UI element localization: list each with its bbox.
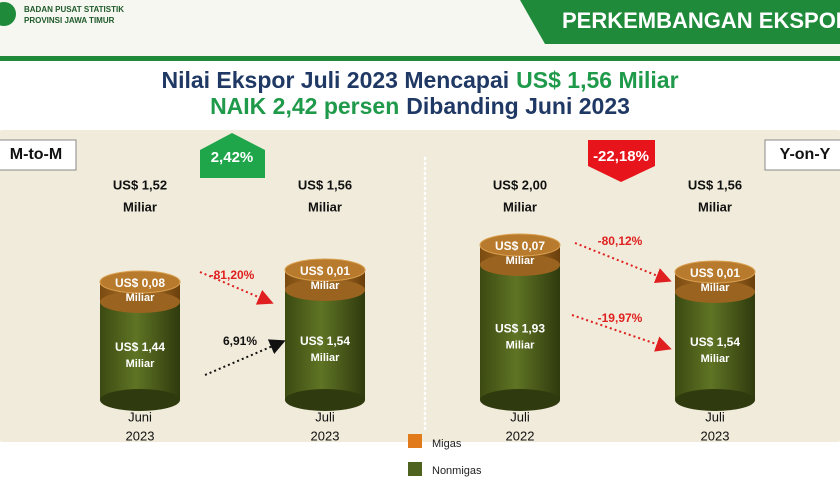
- period-label: Juni: [128, 409, 152, 424]
- label-box: [764, 139, 840, 171]
- migas-band-bottom: [285, 279, 365, 301]
- nonmigas-unit: Miliar: [311, 352, 340, 364]
- change-label: -19,97%: [598, 311, 643, 325]
- badge-down: [588, 140, 655, 182]
- nonmigas-unit: Miliar: [126, 358, 155, 370]
- legend-swatch: [408, 434, 422, 448]
- change-label: 6,91%: [223, 334, 257, 348]
- migas-unit: Miliar: [126, 292, 155, 304]
- arrow: [204, 339, 286, 376]
- period-year: 2023: [701, 428, 730, 443]
- migas-value: US$ 0,08: [115, 276, 165, 290]
- total-value: US$ 1,56: [688, 177, 742, 192]
- migas-unit: Miliar: [506, 255, 535, 267]
- period-year: 2023: [311, 428, 340, 443]
- badge-up: [200, 133, 265, 178]
- title-highlight: US$ 1,56 Miliar: [516, 67, 678, 93]
- migas-band-bottom: [675, 281, 755, 303]
- total-value: US$ 2,00: [493, 177, 547, 192]
- panel-label: Y-on-Y: [780, 146, 831, 163]
- change-label: -81,20%: [210, 268, 255, 282]
- migas-value: US$ 0,01: [300, 264, 350, 278]
- legend-swatch: [408, 462, 422, 476]
- cylinder-base: [675, 389, 755, 411]
- cylinder-top: [674, 260, 756, 284]
- title-line-2: NAIK 2,42 persen Dibanding Juni 2023: [210, 93, 630, 119]
- org-region: PROVINSI JAWA TIMUR: [24, 16, 115, 25]
- cylinder-base: [480, 389, 560, 411]
- title-text: Dibanding Juni 2023: [406, 93, 630, 119]
- panel-label: M-to-M: [10, 146, 62, 163]
- title-text: Nilai Ekspor Juli 2023 Mencapai: [161, 67, 509, 93]
- cylinder-top: [479, 233, 561, 257]
- title-highlight: NAIK 2,42 persen: [210, 93, 399, 119]
- total-unit: Miliar: [308, 199, 342, 214]
- org-name: BADAN PUSAT STATISTIK: [24, 5, 124, 14]
- title-line-1: Nilai Ekspor Juli 2023 Mencapai US$ 1,56 …: [161, 67, 678, 93]
- banner: [520, 0, 840, 44]
- banner-title: PERKEMBANGAN EKSPOR: [562, 8, 840, 33]
- nonmigas-unit: Miliar: [506, 339, 535, 351]
- nonmigas-unit: Miliar: [701, 353, 730, 365]
- arrow: [571, 314, 672, 352]
- panel: [0, 130, 840, 442]
- legend-label: Migas: [432, 438, 462, 450]
- header-line: [0, 56, 840, 61]
- period-label: Juli: [510, 409, 530, 424]
- migas-band-bottom: [100, 291, 180, 313]
- change-label: -80,12%: [598, 234, 643, 248]
- cylinder-base: [285, 389, 365, 411]
- total-unit: Miliar: [123, 199, 157, 214]
- nonmigas-value: US$ 1,93: [495, 322, 545, 336]
- total-value: US$ 1,52: [113, 177, 167, 192]
- total-unit: Miliar: [503, 199, 537, 214]
- legend-label: Nonmigas: [432, 465, 482, 477]
- migas-value: US$ 0,07: [495, 239, 545, 253]
- cylinder-top: [99, 270, 181, 294]
- total-value: US$ 1,56: [298, 177, 352, 192]
- cylinder-base: [100, 389, 180, 411]
- logo: [0, 2, 16, 26]
- badge: 2,42%: [211, 149, 254, 166]
- migas-unit: Miliar: [701, 282, 730, 294]
- total-unit: Miliar: [698, 199, 732, 214]
- period-label: Juli: [315, 409, 335, 424]
- nonmigas-value: US$ 1,54: [690, 335, 740, 349]
- migas-band-bottom: [480, 254, 560, 276]
- period-year: 2023: [126, 428, 155, 443]
- badge: -22,18%: [593, 148, 649, 165]
- arrow: [574, 242, 672, 283]
- nonmigas-value: US$ 1,54: [300, 334, 350, 348]
- nonmigas-value: US$ 1,44: [115, 340, 165, 354]
- period-year: 2022: [506, 428, 535, 443]
- migas-value: US$ 0,01: [690, 266, 740, 280]
- cylinders: M-to-M Y-on-Y 2,42% -22,18% US$ 0,08 Miliar US…: [10, 146, 831, 443]
- migas-unit: Miliar: [311, 280, 340, 292]
- period-label: Juli: [705, 409, 725, 424]
- cylinder-top: [284, 258, 366, 282]
- label-box: [0, 139, 77, 171]
